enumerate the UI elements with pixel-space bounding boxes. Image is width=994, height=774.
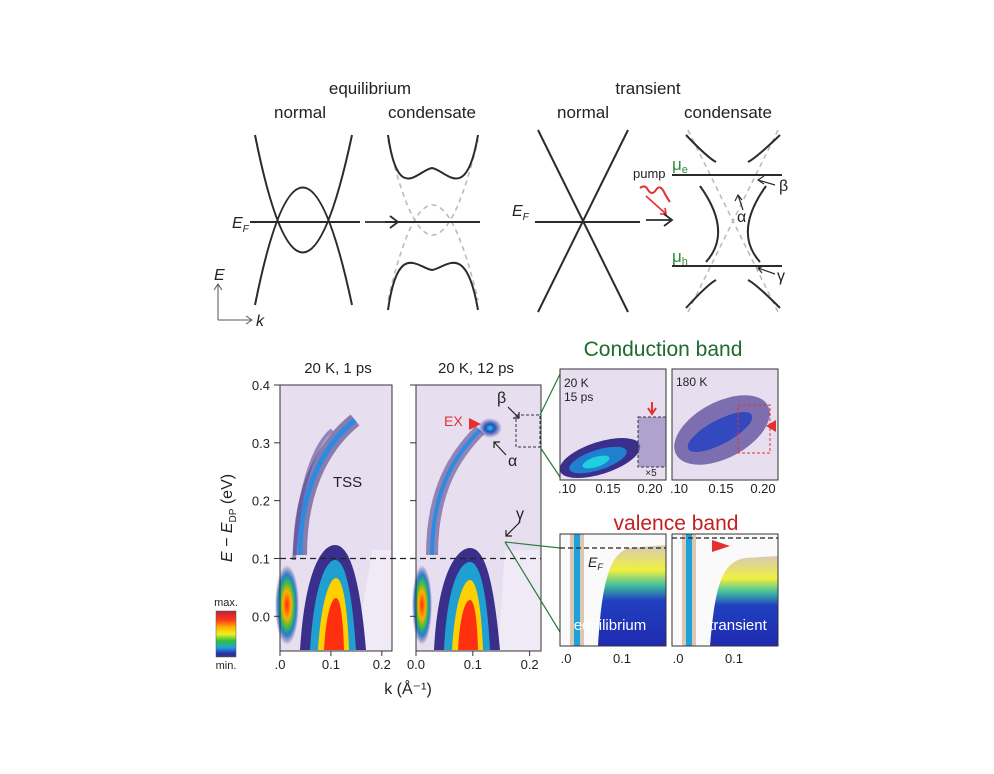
beta-arrow <box>756 175 776 186</box>
schematic: equilibrium transient normal condensate … <box>213 79 788 330</box>
tss-label: TSS <box>333 474 362 491</box>
x-p1-tick-label: .0 <box>275 657 286 672</box>
cb-inset-right: 180 K .10 0.15 0.20 <box>670 368 779 496</box>
x-axis-ticks-panel2: 0.0 0.1 0.2 <box>407 651 539 672</box>
conduction-band-title: Conduction band <box>584 338 743 361</box>
x-axis-label: k (Å⁻¹) <box>384 679 432 698</box>
tr-condensate-label: condensate <box>684 103 772 122</box>
axis-k-label: k <box>256 313 265 330</box>
panel1-title: 20 K, 1 ps <box>304 360 372 377</box>
vb-right-label: transient <box>709 617 767 634</box>
equilibrium-title: equilibrium <box>329 79 411 98</box>
tr-condensate-bands <box>672 129 782 313</box>
vb-inset-left: EF equilibrium .0 0.1 <box>559 533 667 666</box>
mu-e-label: μe <box>672 155 688 176</box>
ek-axes <box>213 283 253 325</box>
valence-band-title: valence band <box>614 512 739 535</box>
vb-right-tick-0: .0 <box>673 651 684 666</box>
beta-label-arpes: β <box>497 390 506 407</box>
vb-left-tick-0: .0 <box>561 651 572 666</box>
y-tick-label: 0.4 <box>252 378 270 393</box>
tr-normal-bands <box>535 129 640 313</box>
vb-inset-right: transient .0 0.1 <box>671 533 779 666</box>
x-p1-tick-label: 0.2 <box>373 657 391 672</box>
pump-icon <box>639 185 671 203</box>
pump-label: pump <box>633 166 666 181</box>
y-axis-ticks-panel2 <box>410 384 416 617</box>
cb-left-tick-2: 0.20 <box>637 481 662 496</box>
cb-left-label-2: 15 ps <box>564 390 593 404</box>
axis-e-label: E <box>214 267 225 284</box>
gamma-arrow <box>756 265 776 275</box>
tr-normal-label: normal <box>557 103 609 122</box>
alpha-arrow <box>734 193 744 211</box>
x-axis-ticks-panel1: .0 0.1 0.2 <box>275 651 391 672</box>
gamma-label-schem: γ <box>777 268 785 285</box>
cb-left-tick-0: .10 <box>558 481 576 496</box>
x5-label: ×5 <box>645 468 657 479</box>
transient-title: transient <box>615 79 680 98</box>
cb-right-tick-2: 0.20 <box>750 481 775 496</box>
panel2-title: 20 K, 12 ps <box>438 360 514 377</box>
mu-h-label: μh <box>672 247 688 268</box>
alpha-label-arpes: α <box>508 453 517 470</box>
gamma-label-arpes: γ <box>516 506 524 523</box>
y-axis-label: E − EDP (eV) <box>219 474 239 562</box>
eq-normal-bands <box>250 134 360 306</box>
alpha-label-schem: α <box>737 209 746 226</box>
eq-normal-label: normal <box>274 103 326 122</box>
vb-arrow-icon <box>712 540 730 552</box>
arpes-panels: 20 K, 1 ps 20 K, 12 ps TSS <box>214 360 542 698</box>
beta-label-schem: β <box>779 178 788 195</box>
eq-condensate-bands <box>385 134 480 311</box>
eq-condensate-label: condensate <box>388 103 476 122</box>
x-p1-tick-label: 0.1 <box>322 657 340 672</box>
y-tick-label: 0.3 <box>252 436 270 451</box>
cb-left-label-1: 20 K <box>564 376 589 390</box>
tr-arrow <box>646 213 674 227</box>
ef-label-eq: EF <box>232 215 250 235</box>
x-p2-tick-label: 0.0 <box>407 657 425 672</box>
y-tick-label: 0.2 <box>252 494 270 509</box>
y-tick-label: 0.1 <box>252 551 270 566</box>
cb-inset-left: 20 K 15 ps ×5 .10 0.15 0.20 <box>558 368 667 496</box>
cb-right-label: 180 K <box>676 375 707 389</box>
colorbar: max. min. <box>214 597 238 672</box>
vb-right-tick-1: 0.1 <box>725 651 743 666</box>
colorbar-min-label: min. <box>216 660 237 672</box>
y-tick-label: 0.0 <box>252 609 270 624</box>
cb-left-tick-1: 0.15 <box>595 481 620 496</box>
cb-right-tick-0: .10 <box>670 481 688 496</box>
vb-left-tick-1: 0.1 <box>613 651 631 666</box>
cb-right-tick-1: 0.15 <box>708 481 733 496</box>
pump-arrow-icon <box>645 195 667 215</box>
x-p2-tick-label: 0.2 <box>521 657 539 672</box>
insets: Conduction band valence band 20 K 15 ps … <box>504 338 779 666</box>
ef-label-tr: EF <box>512 203 530 223</box>
vb-ef-label: EF <box>588 554 603 572</box>
colorbar-max-label: max. <box>214 597 238 609</box>
panel1: TSS <box>275 384 393 652</box>
x-p2-tick-label: 0.1 <box>464 657 482 672</box>
vb-left-label: equilibrium <box>574 617 647 634</box>
y-axis-ticks: 0.4 0.3 0.2 0.1 0.0 <box>252 378 280 624</box>
ex-arrow-icon <box>469 418 481 430</box>
panel2: EX β α γ <box>412 384 542 652</box>
ex-label: EX <box>444 413 463 429</box>
